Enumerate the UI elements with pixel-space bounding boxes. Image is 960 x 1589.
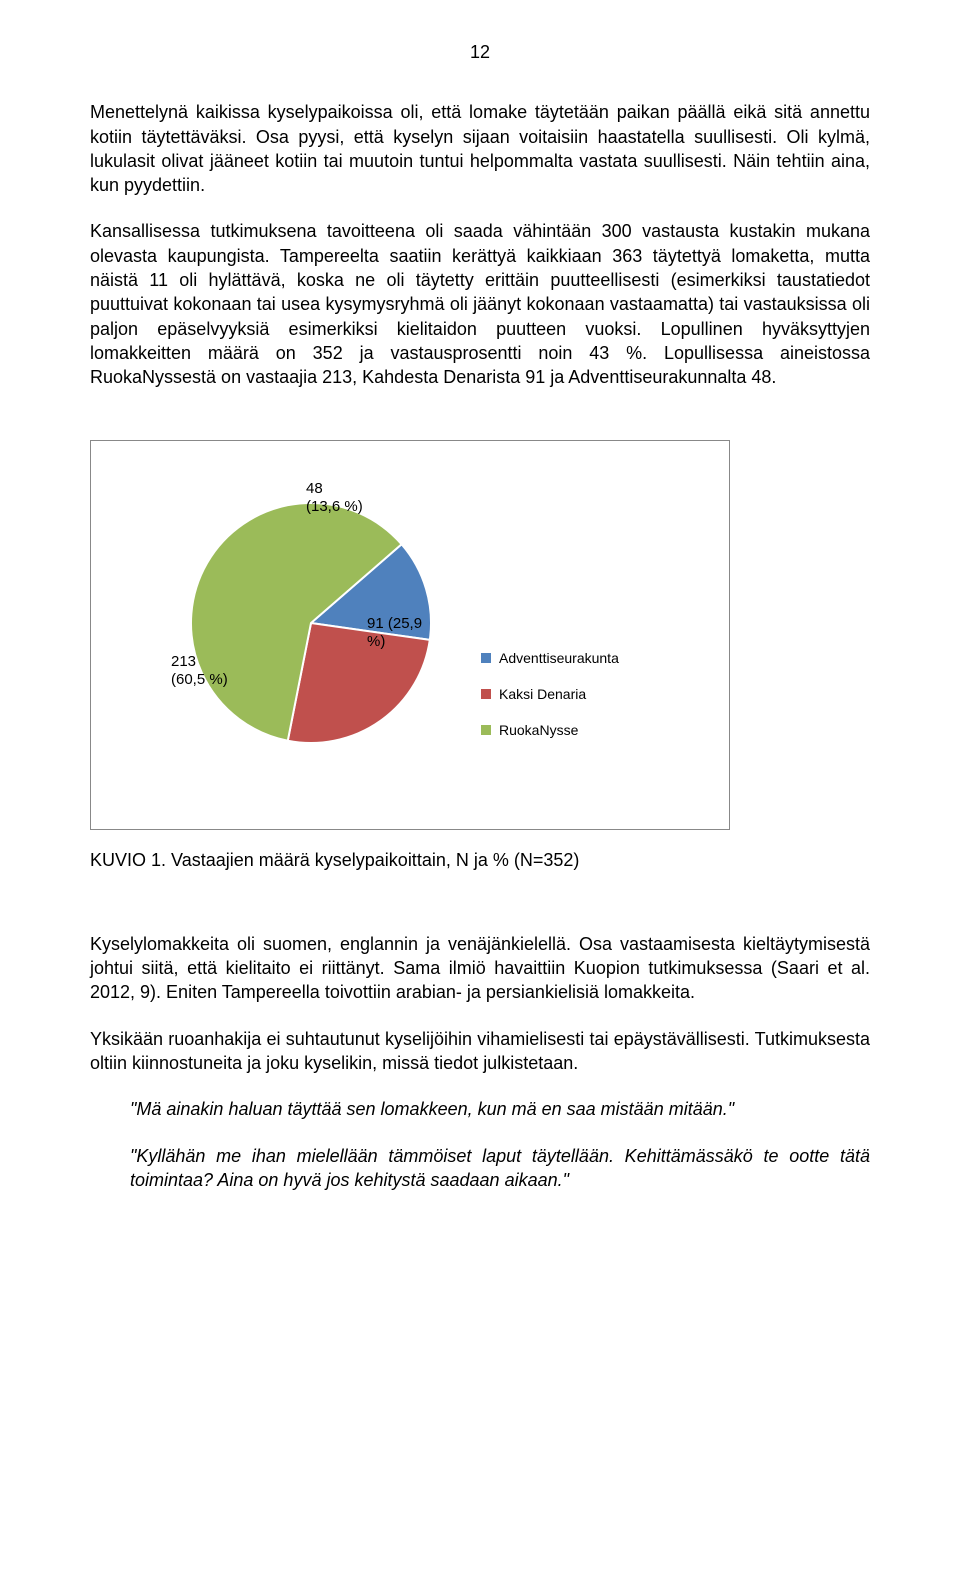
slice-label-ruokanysse-line2: (60,5 %) — [171, 671, 228, 688]
quote-2: "Kyllähän me ihan mielellään tämmöiset l… — [130, 1144, 870, 1193]
slice-label-adventtiseurakunta-line2: (13,6 %) — [306, 498, 363, 515]
pie-slice-kaksi-denaria — [288, 623, 430, 743]
paragraph-3: Kyselylomakkeita oli suomen, englannin j… — [90, 932, 870, 1005]
slice-label-ruokanysse-line1: 213 — [171, 653, 196, 670]
pie-chart-container: 48(13,6 %) 91 (25,9%) 213(60,5 %) Adventtis… — [90, 440, 730, 830]
legend-label-adventtiseurakunta: Adventtiseurakunta — [499, 650, 619, 666]
chart-caption: KUVIO 1. Vastaajien määrä kyselypaikoitt… — [90, 848, 870, 872]
slice-label-kaksi-denaria-line2: %) — [367, 633, 385, 650]
quote-1: "Mä ainakin haluan täyttää sen lomakkeen… — [130, 1097, 870, 1121]
legend-key-adventtiseurakunta — [481, 653, 491, 663]
legend-label-kaksi-denaria: Kaksi Denaria — [499, 686, 586, 702]
slice-label-kaksi-denaria-line1: 91 (25,9 — [367, 615, 422, 632]
legend-key-ruokanysse — [481, 725, 491, 735]
paragraph-1: Menettelynä kaikissa kyselypaikoissa oli… — [90, 100, 870, 197]
legend-label-ruokanysse: RuokaNysse — [499, 722, 579, 738]
slice-label-adventtiseurakunta-line1: 48 — [306, 480, 323, 497]
paragraph-2: Kansallisessa tutkimuksena tavoitteena o… — [90, 219, 870, 389]
pie-chart: 48(13,6 %) 91 (25,9%) 213(60,5 %) Adventtis… — [111, 453, 691, 813]
legend-key-kaksi-denaria — [481, 689, 491, 699]
paragraph-4: Yksikään ruoanhakija ei suhtautunut kyse… — [90, 1027, 870, 1076]
page-number: 12 — [90, 40, 870, 64]
